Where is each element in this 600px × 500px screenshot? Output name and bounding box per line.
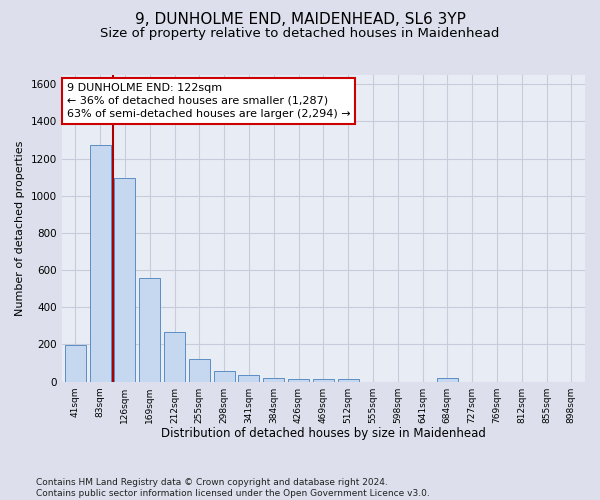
Bar [65, 345, 86, 382]
X-axis label: Distribution of detached houses by size in Maidenhead: Distribution of detached houses by size … [161, 427, 486, 440]
Bar [437, 378, 458, 382]
Bar [139, 278, 160, 382]
Text: Size of property relative to detached houses in Maidenhead: Size of property relative to detached ho… [100, 28, 500, 40]
Bar [263, 378, 284, 382]
Bar [288, 379, 309, 382]
Bar [338, 379, 359, 382]
Bar [238, 376, 259, 382]
Bar [214, 371, 235, 382]
Y-axis label: Number of detached properties: Number of detached properties [15, 140, 25, 316]
Bar [89, 144, 110, 382]
Text: 9, DUNHOLME END, MAIDENHEAD, SL6 3YP: 9, DUNHOLME END, MAIDENHEAD, SL6 3YP [134, 12, 466, 28]
Text: Contains HM Land Registry data © Crown copyright and database right 2024.
Contai: Contains HM Land Registry data © Crown c… [36, 478, 430, 498]
Bar [189, 360, 210, 382]
Bar [313, 379, 334, 382]
Text: 9 DUNHOLME END: 122sqm
← 36% of detached houses are smaller (1,287)
63% of semi-: 9 DUNHOLME END: 122sqm ← 36% of detached… [67, 82, 350, 119]
Bar [115, 178, 136, 382]
Bar [164, 332, 185, 382]
